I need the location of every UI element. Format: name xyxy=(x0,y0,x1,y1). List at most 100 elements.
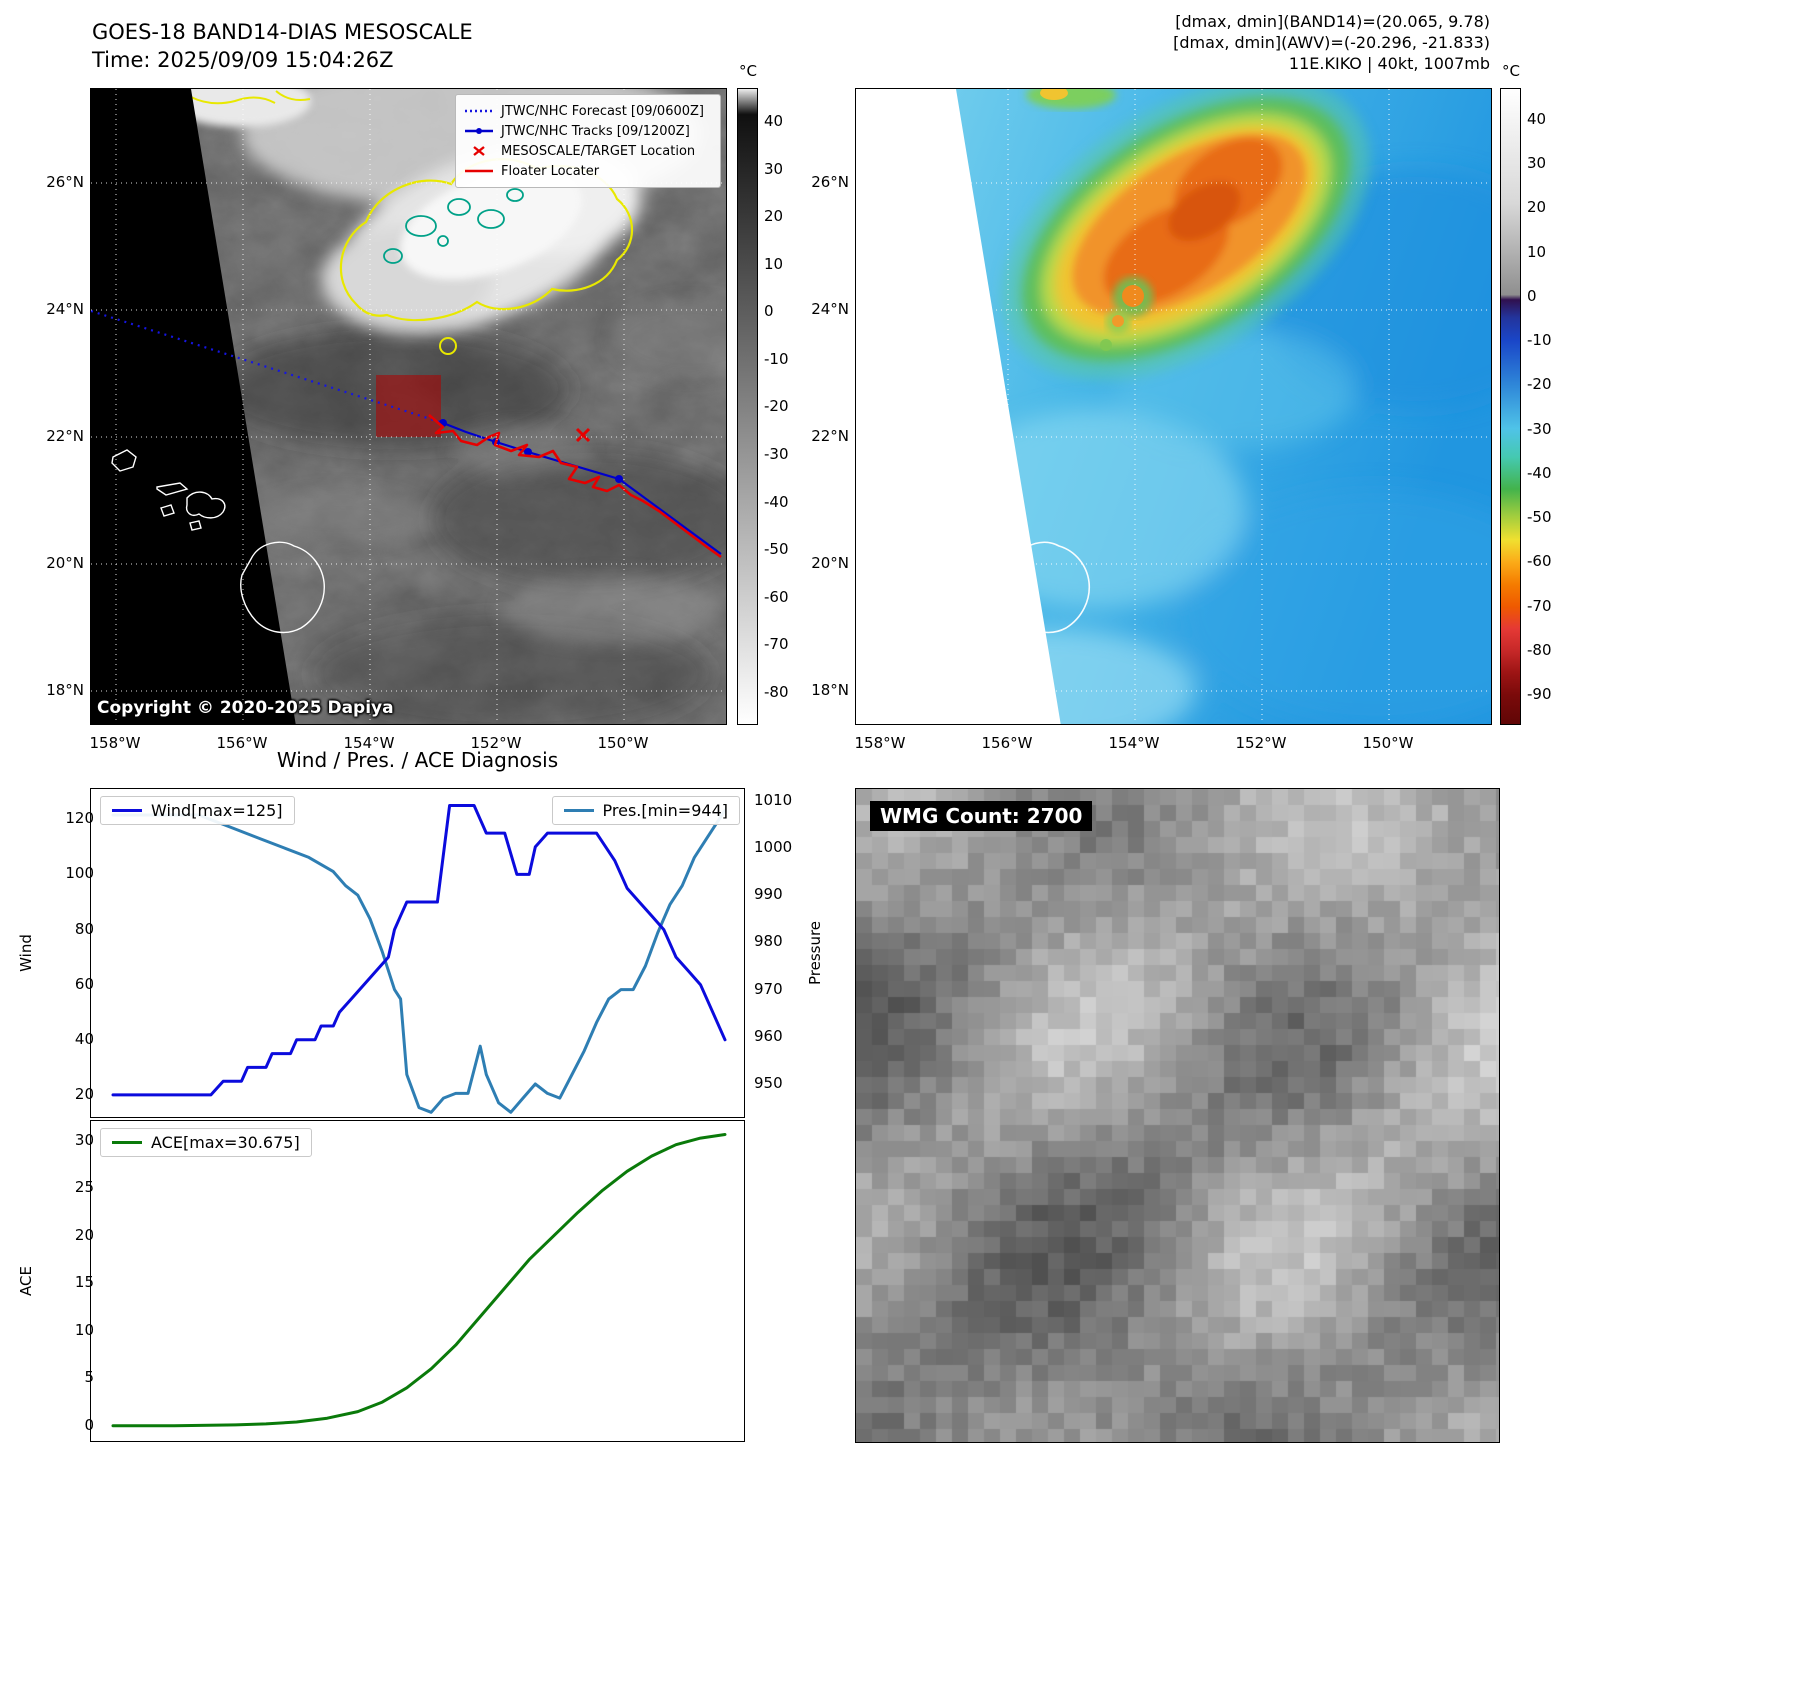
wmg-count-label: WMG Count: 2700 xyxy=(870,801,1093,831)
cold-contour-yellow-edge xyxy=(190,96,276,105)
colorbar-tick-label: 40 xyxy=(764,112,784,130)
top-edge-cold-core xyxy=(1040,89,1068,100)
hawaii-islands-outline xyxy=(111,449,325,634)
lon-tick-label: 152°W xyxy=(1235,734,1287,752)
wind-tick-label: 100 xyxy=(65,864,94,883)
lon-tick-label: 154°W xyxy=(343,734,395,752)
floater-track-line xyxy=(428,414,722,559)
space-limb-region xyxy=(91,89,296,724)
colorbar-tick-label: 20 xyxy=(1527,198,1547,216)
colorbar-tick-label: -30 xyxy=(1527,420,1552,438)
pressure-tick-label: 990 xyxy=(754,885,783,904)
wind-tick-label: 40 xyxy=(74,1029,94,1048)
colorbar-unit: °C xyxy=(1502,62,1520,80)
pressure-tick-label: 1000 xyxy=(754,837,793,856)
legend-row-target: MESOSCALE/TARGET Location xyxy=(464,141,712,161)
colorbar-tick-label: -60 xyxy=(764,588,789,606)
colorbar-tick-label: -40 xyxy=(764,493,789,511)
colorbar-tick-label: -10 xyxy=(764,350,789,368)
colorbar-tick-label: -80 xyxy=(764,683,789,701)
ace-tick-label: 15 xyxy=(74,1273,94,1292)
ace-axis-label: ACE xyxy=(17,1266,35,1296)
colorbar-tick-label: 30 xyxy=(764,160,784,178)
wind-pressure-plot xyxy=(111,804,727,1114)
cold-contour-yellow-small xyxy=(439,337,457,355)
colorbar-tick-label: 10 xyxy=(764,255,784,273)
legend-row-forecast: JTWC/NHC Forecast [09/0600Z] xyxy=(464,101,712,121)
cold-contour-yellow xyxy=(339,158,633,322)
lat-tick-label: 26°N xyxy=(46,173,84,191)
legend-label: JTWC/NHC Forecast [09/0600Z] xyxy=(501,103,704,119)
legend-row-floater: Floater Locater xyxy=(464,161,712,181)
grid-lines xyxy=(856,89,1491,724)
lon-tick-label: 152°W xyxy=(470,734,522,752)
colorbar-tick-label: -20 xyxy=(1527,375,1552,393)
wmg-pixel-image xyxy=(856,789,1499,1442)
colorbar-tick-label: 30 xyxy=(1527,154,1547,172)
lat-tick-label: 18°N xyxy=(46,681,84,699)
target-x-marker xyxy=(575,427,591,443)
wind-pressure-chart xyxy=(90,788,745,1118)
ace-tick-label: 5 xyxy=(84,1368,94,1387)
band14-map-panel: JTWC/NHC Forecast [09/0600Z] JTWC/NHC Tr… xyxy=(90,88,727,725)
red-line-icon xyxy=(465,169,493,173)
ace-tick-label: 20 xyxy=(74,1225,94,1244)
ace-legend-label: ACE[max=30.675] xyxy=(151,1133,300,1152)
band14-title: GOES-18 BAND14-DIAS MESOSCALE xyxy=(92,20,473,44)
colorbar-tick-label: 10 xyxy=(1527,243,1547,261)
colorbar-tick-label: 40 xyxy=(1527,110,1547,128)
chart-line xyxy=(111,808,727,1114)
lat-tick-label: 22°N xyxy=(46,427,84,445)
pressure-line-icon xyxy=(563,809,594,812)
storm-id-intensity: 11E.KIKO | 40kt, 1007mb xyxy=(1288,54,1490,73)
ace-tick-label: 30 xyxy=(74,1130,94,1149)
colorbar-tick-label: -80 xyxy=(1527,641,1552,659)
colorbar-tick-label: -10 xyxy=(1527,331,1552,349)
gray-cloud-streaks xyxy=(251,299,726,644)
pressure-tick-label: 1010 xyxy=(754,790,793,809)
wind-axis-label: Wind xyxy=(17,934,35,972)
storm-cold-cloud-blob xyxy=(1002,89,1370,380)
lat-tick-label: 20°N xyxy=(46,554,84,572)
colorbar-tick-label: -30 xyxy=(764,445,789,463)
ace-plot xyxy=(111,1133,727,1428)
legend-label: JTWC/NHC Tracks [09/1200Z] xyxy=(501,123,690,139)
ace-line-icon xyxy=(112,1141,142,1144)
lat-tick-label: 24°N xyxy=(811,300,849,318)
legend-label: Floater Locater xyxy=(501,163,600,179)
wind-tick-label: 80 xyxy=(74,919,94,938)
pressure-tick-label: 960 xyxy=(754,1026,783,1045)
lon-tick-label: 158°W xyxy=(89,734,141,752)
colorbar-tick-label: 0 xyxy=(764,302,774,320)
pressure-axis-label: Pressure xyxy=(806,920,824,986)
lon-tick-label: 156°W xyxy=(216,734,268,752)
cold-contour-yellow-edge2 xyxy=(275,90,311,101)
awv-satellite-image xyxy=(856,89,1491,724)
lat-tick-label: 24°N xyxy=(46,300,84,318)
wind-legend-label: Wind[max=125] xyxy=(151,801,283,820)
pressure-tick-label: 980 xyxy=(754,932,783,951)
ace-chart xyxy=(90,1120,745,1442)
ace-tick-label: 0 xyxy=(84,1415,94,1434)
wind-tick-label: 60 xyxy=(74,974,94,993)
ace-tick-label: 25 xyxy=(74,1178,94,1197)
colorbar-unit: °C xyxy=(739,62,757,80)
ace-legend: ACE[max=30.675] xyxy=(100,1128,312,1157)
lon-tick-label: 156°W xyxy=(981,734,1033,752)
wind-line-icon xyxy=(112,809,142,812)
ace-tick-label: 10 xyxy=(74,1320,94,1339)
cold-core-contours-green xyxy=(383,188,524,264)
colorbar-tick-label: 20 xyxy=(764,207,784,225)
copyright-watermark: Copyright © 2020-2025 Dapiya xyxy=(97,698,394,718)
pressure-tick-label: 950 xyxy=(754,1073,783,1092)
blue-line-dot-icon xyxy=(465,128,493,134)
colorbar-tick-label: -70 xyxy=(1527,597,1552,615)
hawaii-big-island-outline xyxy=(1005,541,1091,634)
lon-tick-label: 154°W xyxy=(1108,734,1160,752)
band14-timestamp: Time: 2025/09/09 15:04:26Z xyxy=(92,48,394,72)
legend-label: MESOSCALE/TARGET Location xyxy=(501,143,696,159)
jtwc-track-line xyxy=(442,421,722,555)
wind-legend: Wind[max=125] xyxy=(100,796,295,825)
wind-tick-label: 20 xyxy=(74,1084,94,1103)
